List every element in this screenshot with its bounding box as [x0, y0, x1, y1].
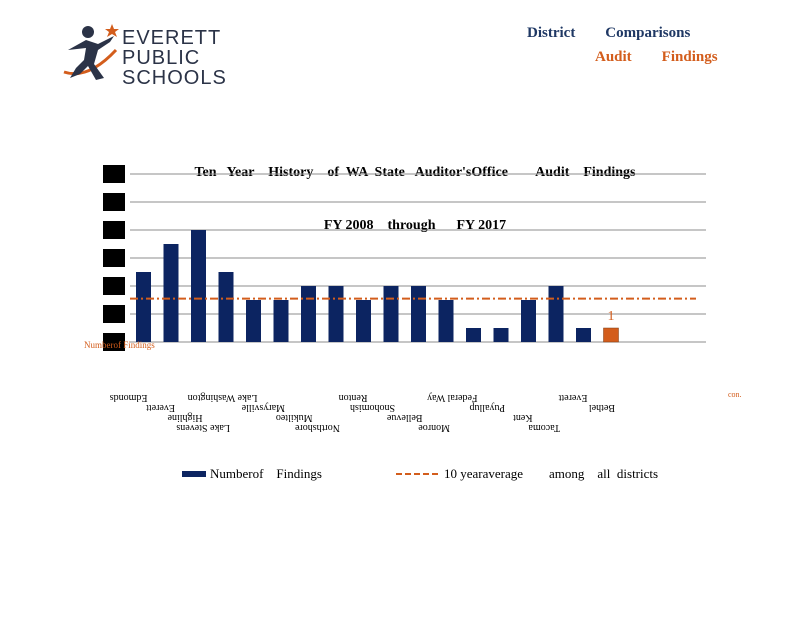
bar — [328, 286, 344, 342]
y-axis-label: Numberof Findings — [84, 340, 155, 350]
bar — [438, 300, 454, 342]
bar — [163, 244, 179, 342]
legend-item-findings: Numberof Findings — [182, 466, 322, 482]
bars — [136, 230, 619, 343]
y-tick-marker — [103, 249, 125, 267]
bar — [191, 230, 206, 342]
y-tick-marker — [103, 333, 125, 351]
category-label: Renton — [339, 392, 368, 403]
bar — [548, 286, 564, 342]
legend-label-findings: Numberof Findings — [210, 466, 322, 481]
bar — [576, 328, 591, 342]
bar — [603, 327, 619, 343]
category-label: Lake Washington — [188, 392, 258, 403]
category-label: Snohomish — [350, 402, 395, 413]
legend-swatch-bar — [182, 471, 206, 477]
y-axis-markers — [103, 165, 125, 351]
category-label: Bethel — [589, 402, 615, 413]
category-label: Puyallup — [469, 402, 505, 413]
category-label: Kent — [513, 412, 533, 423]
legend: Numberof Findings 10 yearaverage among a… — [182, 466, 658, 514]
category-label: Bellevue — [386, 412, 422, 423]
category-label: Lake Stevens — [176, 422, 230, 433]
bar — [493, 328, 509, 342]
y-tick-marker — [103, 305, 125, 323]
y-tick-marker — [103, 165, 125, 183]
bar — [521, 300, 536, 342]
category-label: Mukilteo — [276, 412, 313, 423]
header-audit-findings: Audit Findings — [595, 49, 718, 65]
corner-note: con. — [728, 390, 742, 399]
bar — [246, 300, 261, 342]
chart-title: Ten Year History of WA State Auditor'sOf… — [160, 133, 670, 255]
bar — [301, 286, 316, 342]
category-label: Marysville — [241, 402, 285, 413]
bar — [466, 328, 481, 342]
category-label: Highline — [167, 412, 203, 423]
everett-public-schools-logo: EVERETT PUBLIC SCHOOLS — [58, 20, 233, 90]
chart-title-line-1: Ten Year History of WA State Auditor'sOf… — [194, 165, 636, 180]
legend-label-average: 10 yearaverage among all districts — [444, 466, 659, 481]
logo-line-2: PUBLIC — [122, 47, 201, 69]
bar — [411, 286, 426, 342]
category-label: Everett — [558, 392, 587, 403]
category-label: Northshore — [294, 422, 340, 433]
category-label: Everett — [146, 402, 175, 413]
category-label: Tacoma — [528, 422, 560, 433]
bar — [218, 272, 234, 342]
highlight-bar-label: 1 — [608, 309, 615, 324]
y-tick-marker — [103, 221, 125, 239]
legend-item-average: 10 yearaverage among all districts — [396, 466, 658, 482]
chart-title-line-2: FY 2008 through FY 2017 — [323, 218, 507, 233]
header-district-comparisons: District Comparisons — [527, 25, 691, 41]
bar — [356, 300, 371, 342]
bar — [273, 300, 289, 342]
bar — [383, 286, 399, 342]
runner-icon — [63, 24, 119, 80]
y-tick-marker — [103, 193, 125, 211]
category-label: Federal Way — [427, 392, 477, 403]
y-tick-marker — [103, 277, 125, 295]
legend-swatch-line — [396, 473, 438, 475]
category-label: Edmonds — [110, 392, 148, 403]
category-label: Monroe — [418, 422, 450, 433]
logo-line-3: SCHOOLS — [122, 67, 227, 89]
logo-line-1: EVERETT — [122, 27, 222, 49]
bar — [136, 272, 151, 342]
